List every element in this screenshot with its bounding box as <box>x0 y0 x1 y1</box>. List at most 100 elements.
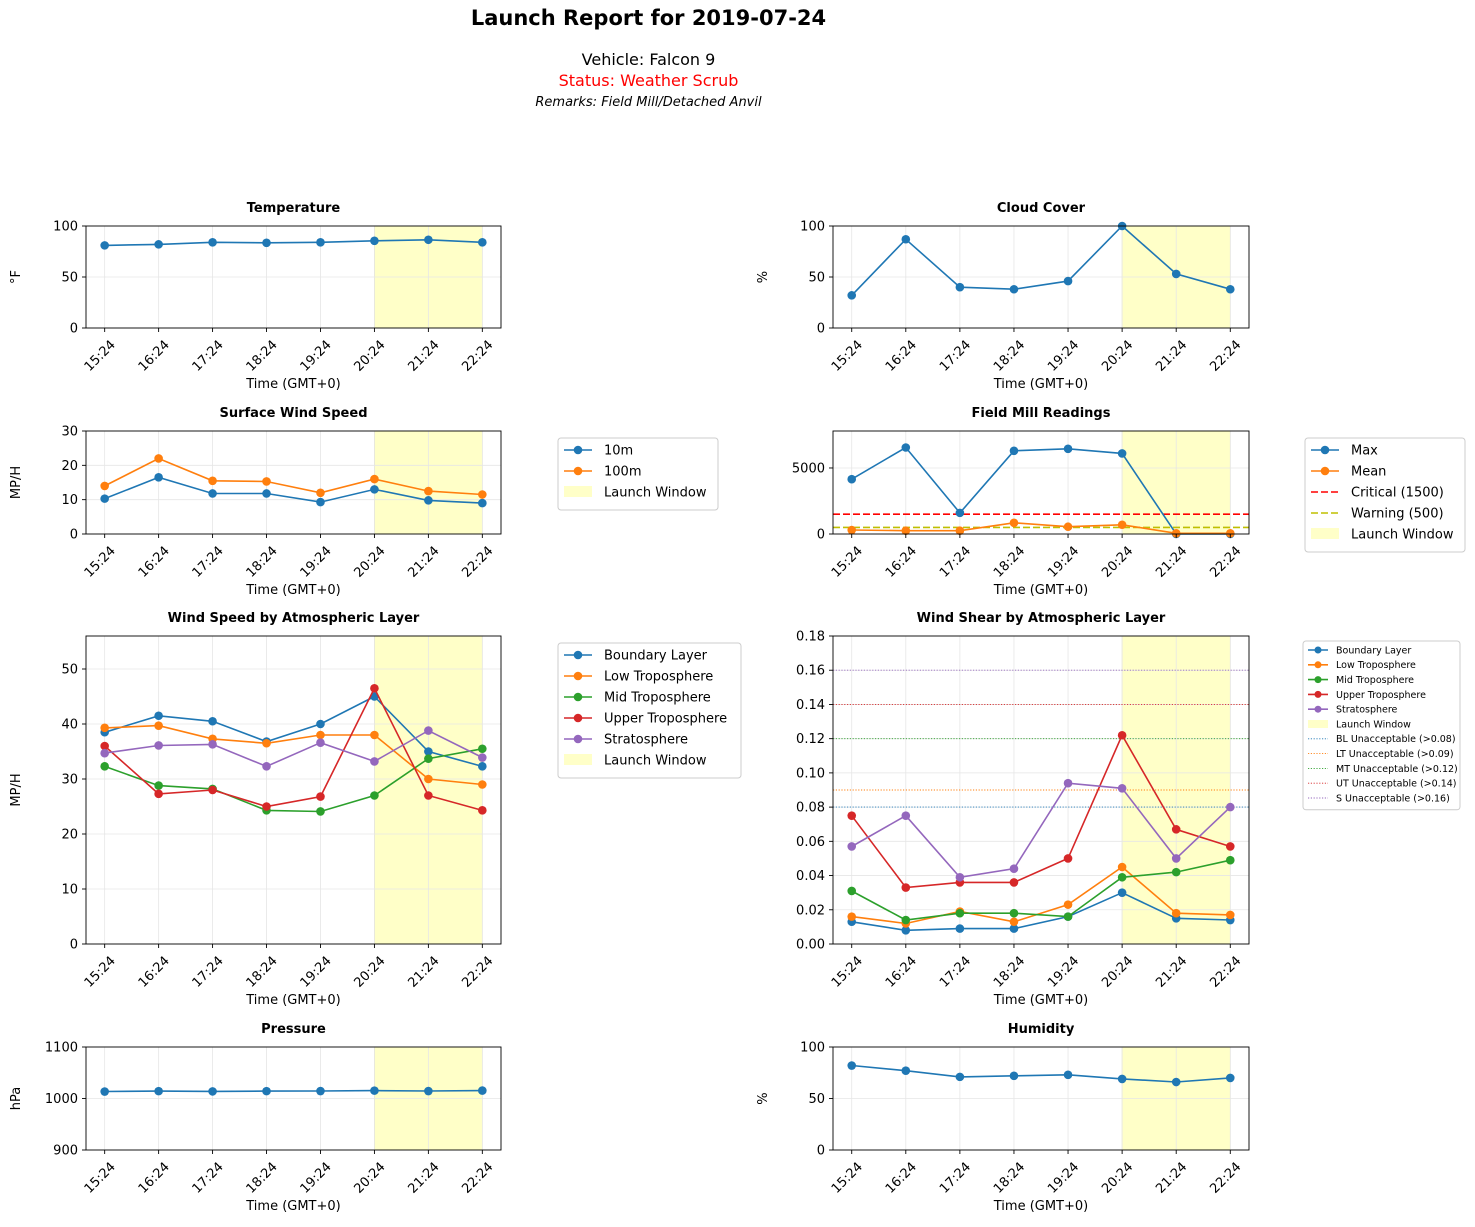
wind-layers-legend-marker <box>573 650 583 660</box>
pressure-ylabel: hPa <box>9 1087 24 1110</box>
field-mill-xlabel: Time (GMT+0) <box>993 583 1089 598</box>
wind-layers-data-point <box>370 683 379 693</box>
humidity-data-point <box>901 1066 911 1075</box>
humidity-ytick-label: 0 <box>817 1144 825 1159</box>
surface-wind-title: Surface Wind Speed <box>220 406 368 421</box>
humidity-xtick-label: 17:24 <box>937 1160 974 1197</box>
temperature-title: Temperature <box>247 201 341 216</box>
wind-layers-data-point <box>154 741 163 750</box>
humidity-chart: 0 50 100 15:24 16:24 17:24 18:24 19:24 20:24 21:2… <box>756 1022 1250 1214</box>
wind-shear-series-line <box>851 865 1231 925</box>
temperature-chart: 0 50 100 15:24 16:24 17:24 18:24 19:24 20:24 21:2… <box>9 201 502 392</box>
field-mill-legend-label: Critical (1500) <box>1351 486 1444 501</box>
humidity-xtick-label: 19:24 <box>1045 1160 1082 1197</box>
wind-layers-data-point <box>208 740 217 749</box>
temperature-xtick-label: 17:24 <box>190 338 227 375</box>
pressure-xlabel: Time (GMT+0) <box>245 1199 341 1214</box>
cloud-cover-title: Cloud Cover <box>997 201 1086 216</box>
field-mill-data-point <box>901 443 911 452</box>
wind-shear-data-point <box>1225 855 1235 865</box>
humidity-data-point <box>955 1072 965 1082</box>
pressure-data-point <box>478 1086 487 1095</box>
field-mill-legend-label: Max <box>1351 444 1378 459</box>
wind-layers-legend-frame <box>557 642 742 779</box>
wind-layers-xtick-label: 20:24 <box>352 954 389 991</box>
humidity-xtick-label: 21:24 <box>1153 1160 1190 1197</box>
wind-layers-data-point <box>316 807 325 816</box>
surface-wind-data-point <box>100 494 109 503</box>
temperature-ytick-label: 100 <box>53 220 78 235</box>
wind-shear-data-point <box>901 926 911 935</box>
field-mill-xtick-label: 19:24 <box>1045 544 1082 581</box>
field-mill-data-point <box>1225 529 1235 538</box>
wind-layers-legend-label: Low Troposphere <box>604 670 713 685</box>
cloud-cover-data-point <box>901 234 911 244</box>
wind-layers-legend: Boundary Layer Low Troposphere Mid Troposp… <box>557 642 742 779</box>
wind-shear-data-point <box>955 872 965 882</box>
field-mill-xtick-label: 17:24 <box>937 544 974 581</box>
wind-layers-data-point <box>262 762 271 771</box>
humidity-xtick-label: 22:24 <box>1207 1160 1244 1197</box>
humidity-data-point <box>1171 1077 1181 1087</box>
surface-wind-legend-frame <box>557 437 719 511</box>
temperature-ytick-label: 0 <box>70 322 78 337</box>
wind-layers-data-point <box>100 762 109 771</box>
wind-layers-data-point <box>424 726 433 735</box>
surface-wind-data-point <box>316 488 325 498</box>
surface-wind-xtick-label: 21:24 <box>405 544 442 581</box>
cloud-cover-xtick-label: 19:24 <box>1045 338 1082 375</box>
wind-layers-ytick-label: 30 <box>61 773 78 788</box>
wind-shear-data-point <box>1225 842 1235 851</box>
wind-layers-xtick-label: 21:24 <box>405 954 442 991</box>
cloud-cover-xtick-label: 22:24 <box>1207 338 1244 375</box>
vehicle-label: Vehicle: Falcon 9 <box>581 50 716 69</box>
pressure-xtick-label: 18:24 <box>244 1160 281 1197</box>
wind-layers-legend-marker <box>573 734 583 744</box>
humidity-data-point <box>1009 1071 1019 1081</box>
humidity-data-point <box>1225 1073 1235 1083</box>
wind-shear-data-point <box>1009 908 1019 918</box>
field-mill-series-line <box>851 521 1231 535</box>
wind-shear-legend-marker <box>1314 676 1322 684</box>
wind-layers-ytick-label: 50 <box>61 663 78 678</box>
cloud-cover-data-point <box>1009 284 1019 294</box>
wind-layers-data-point <box>316 792 325 801</box>
wind-shear-data-point <box>847 912 857 921</box>
wind-shear-chart: 0.00 0.02 0.04 0.06 0.08 0.10 0.12 0.14 0.16 0.18… <box>796 611 1461 1008</box>
cloud-cover-data-point <box>1171 269 1181 279</box>
pressure-xtick-label: 21:24 <box>405 1160 442 1197</box>
field-mill-data-point <box>1171 529 1181 538</box>
wind-shear-legend-label: S Unacceptable (>0.16) <box>1336 793 1450 804</box>
humidity-data-point <box>1117 1074 1127 1084</box>
wind-shear-data-point <box>1117 872 1127 882</box>
field-mill-legend-marker <box>1320 466 1330 476</box>
surface-wind-data-point <box>100 481 109 491</box>
humidity-xtick-label: 16:24 <box>883 1160 920 1197</box>
surface-wind-ylabel: MP/H <box>9 466 24 499</box>
surface-wind-data-point <box>424 486 433 496</box>
pressure-series-line <box>104 1089 483 1093</box>
pressure-xtick-label: 20:24 <box>352 1160 389 1197</box>
wind-layers-legend-label: Upper Troposphere <box>604 712 727 727</box>
wind-layers-xlabel: Time (GMT+0) <box>245 993 341 1008</box>
wind-layers-data-point <box>154 711 163 721</box>
wind-shear-xlabel: Time (GMT+0) <box>993 993 1089 1008</box>
cloud-cover-data-point <box>847 291 857 300</box>
wind-shear-ytick-label: 0.04 <box>796 869 825 884</box>
temperature-xtick-label: 20:24 <box>352 338 389 375</box>
temperature-data-point <box>478 238 487 247</box>
wind-shear-data-point <box>1117 783 1127 793</box>
field-mill-data-point <box>1117 520 1127 530</box>
surface-wind-legend-label: 100m <box>604 465 641 480</box>
wind-shear-legend: Boundary Layer Low Troposphere Mid Troposp… <box>1302 640 1461 811</box>
wind-layers-xtick-label: 17:24 <box>190 954 227 991</box>
surface-wind-legend-swatch <box>564 486 592 497</box>
cloud-cover-ytick-label: 50 <box>808 271 825 286</box>
surface-wind-legend: 10m 100m Launch Window <box>557 437 719 511</box>
wind-layers-xtick-label: 18:24 <box>244 954 281 991</box>
wind-layers-chart: 0 10 20 30 40 50 15:24 16:24 17:24 18:24 19:24 20:2… <box>9 611 742 1008</box>
wind-layers-data-point <box>100 741 109 751</box>
wind-shear-legend-label: Low Troposphere <box>1336 660 1416 671</box>
surface-wind-xlabel: Time (GMT+0) <box>245 583 341 598</box>
